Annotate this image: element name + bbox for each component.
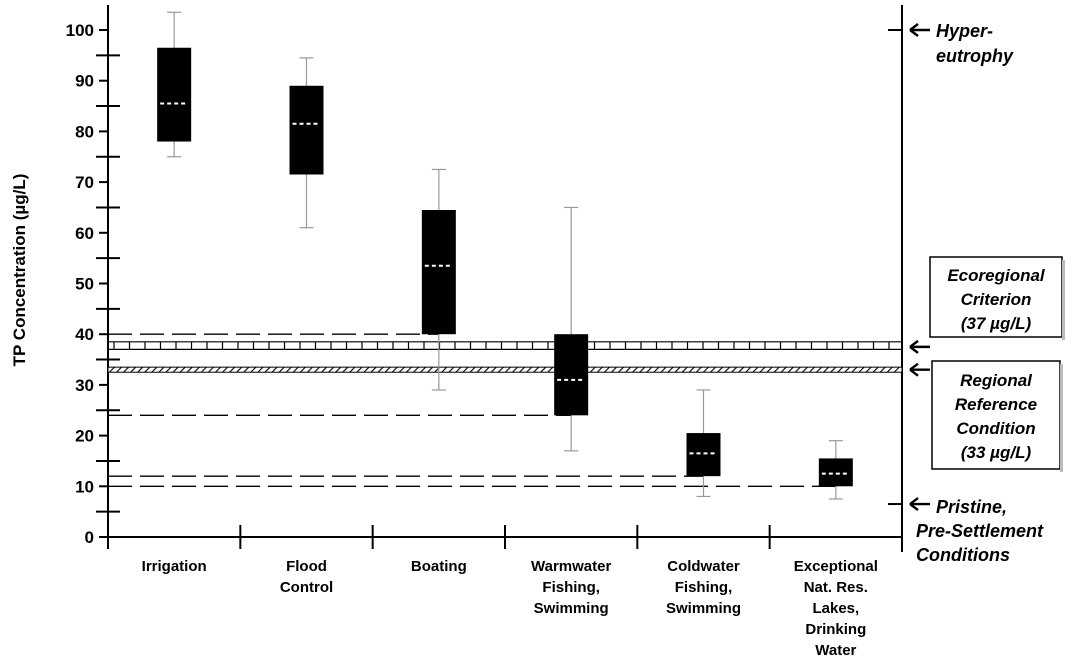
box-series <box>157 11 853 500</box>
reference-label-box <box>931 360 1061 470</box>
criterion-label-line1: Ecoregional <box>947 266 1046 285</box>
hyper-label-line2: eutrophy <box>936 46 1014 66</box>
pristine-label-line1: Pristine, <box>936 497 1007 517</box>
hyper-label-line1: Hyper- <box>936 21 993 41</box>
x-category-label-line: Coldwater <box>667 558 740 575</box>
reference-label-box-shadow <box>1060 364 1063 472</box>
box-iqr <box>421 209 456 335</box>
x-category-label-line: Swimming <box>534 600 609 617</box>
reference-label-line1: Regional <box>960 371 1033 390</box>
x-category-label-line: Control <box>280 579 333 596</box>
criterion-label-line2: Criterion <box>961 290 1032 309</box>
box-iqr <box>686 433 721 477</box>
x-category-label-line: Warmwater <box>531 558 611 575</box>
x-category-label-line: Drinking <box>805 621 866 638</box>
pristine-arrow <box>909 497 930 512</box>
criterion-label-line3: (37 µg/L) <box>961 314 1032 333</box>
x-category-label-line: Water <box>815 642 856 659</box>
y-tick-label: 0 <box>85 528 94 547</box>
reference-label-line4: (33 µg/L) <box>961 443 1032 462</box>
x-category-label: Flood Control <box>280 558 333 596</box>
pristine-label-line2: Pre-Settlement <box>916 521 1044 541</box>
y-axis-label: TP Concentration (µg/L) <box>10 174 29 367</box>
y-tick-label: 20 <box>75 427 94 446</box>
y-tick-label: 50 <box>75 275 94 294</box>
pristine-label-line3: Conditions <box>916 545 1010 565</box>
dashed-reference-lines <box>108 333 836 487</box>
x-category-label-line: Flood <box>286 558 327 575</box>
x-category-label: Warmwater Fishing, Swimming <box>531 558 611 617</box>
y-tick-label: 40 <box>75 325 94 344</box>
box-iqr <box>289 85 324 175</box>
hyper-arrow-head <box>909 23 919 37</box>
y-tick-label: 80 <box>75 122 94 141</box>
pristine-arrow-head <box>909 497 919 512</box>
y-tick-label: 30 <box>75 376 94 395</box>
reference-label-line2: Reference <box>955 395 1037 414</box>
box-iqr <box>818 458 853 487</box>
threshold-bands <box>107 341 903 373</box>
reference-label-line3: Condition <box>956 419 1035 438</box>
y-tick-label: 100 <box>66 21 94 40</box>
reference-arrow-head <box>909 362 919 377</box>
x-category-label-line: Fishing, <box>675 579 733 596</box>
x-category-label-line: Lakes, <box>812 600 859 617</box>
x-category-label-line: Exceptional <box>794 558 878 575</box>
x-category-label: Coldwater Fishing, Swimming <box>666 558 741 617</box>
y-tick-label: 60 <box>75 224 94 243</box>
x-category-label: Exceptional Nat. Res. Lakes, Drinking Water <box>794 558 878 659</box>
criterion-label-box-shadow <box>1062 260 1065 340</box>
right-arrows <box>909 23 930 512</box>
y-tick-label: 70 <box>75 173 94 192</box>
box-iqr <box>554 334 589 416</box>
x-category-label: Boating <box>411 558 467 575</box>
x-category-label-line: Fishing, <box>542 579 600 596</box>
criterion-arrow <box>909 339 930 354</box>
reference-band <box>107 366 903 373</box>
x-category-label-line: Irrigation <box>142 558 207 575</box>
box-iqr <box>157 47 192 142</box>
hyper-arrow <box>909 23 930 37</box>
y-tick-label: 10 <box>75 477 94 496</box>
criterion-arrow-head <box>909 339 919 354</box>
axes: 0 10 20 30 40 50 60 70 80 90 100 <box>66 5 903 552</box>
x-category-label: Irrigation <box>142 558 207 575</box>
reference-arrow <box>909 362 930 377</box>
criterion-label-box <box>929 256 1063 338</box>
right-annotations: Hyper- eutrophy Pristine, Pre-Settlement… <box>916 21 1065 565</box>
x-category-label-line: Swimming <box>666 600 741 617</box>
x-category-labels: Irrigation Flood Control Boating Warmwater Fi… <box>142 558 878 659</box>
y-tick-label: 90 <box>75 72 94 91</box>
x-category-label-line: Nat. Res. <box>804 579 868 596</box>
x-category-label-line: Boating <box>411 558 467 575</box>
